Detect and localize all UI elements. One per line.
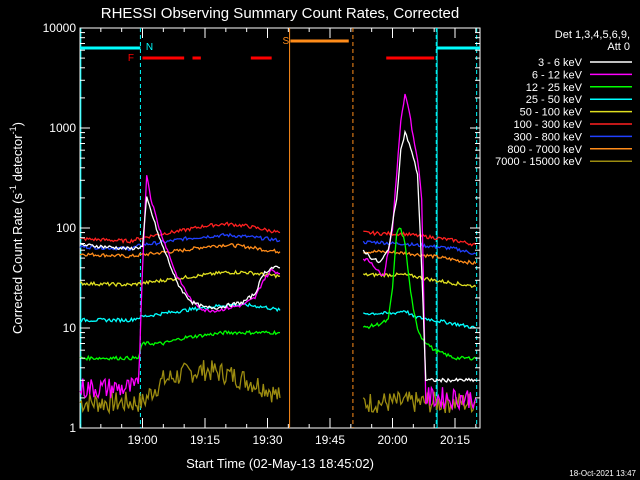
chart-title: RHESSI Observing Summary Count Rates, Co… (101, 5, 459, 22)
x-tick-label: 20:15 (440, 433, 470, 447)
y-axis-label-end: ) (10, 122, 25, 126)
y-tick-label: 10000 (43, 21, 77, 35)
legend-item-label: 300 - 800 keV (514, 131, 583, 143)
series-line (363, 249, 477, 265)
legend-item-label: 3 - 6 keV (538, 57, 583, 69)
y-axis-label-mid: detector (10, 134, 25, 185)
series-line (79, 302, 281, 324)
y-tick-label: 100 (56, 221, 76, 235)
saa-flag-label: S (283, 36, 290, 47)
legend-item-label: 50 - 100 keV (520, 107, 583, 119)
y-axis-label-sup2: -1 (8, 126, 18, 134)
y-axis-ticks: 1 10 100 1000 10000 (43, 21, 480, 435)
y-axis-label-main: Corrected Count Rate (s (10, 193, 25, 334)
series-line (79, 360, 281, 415)
x-tick-label: 19:15 (190, 433, 220, 447)
series-line (362, 240, 477, 255)
series-line (362, 227, 477, 361)
y-tick-label: 1 (69, 421, 76, 435)
x-tick-label: 19:30 (252, 433, 282, 447)
series-line (79, 175, 281, 399)
legend-item-label: 12 - 25 keV (526, 82, 583, 94)
series-line (362, 129, 476, 383)
series-line (363, 309, 477, 329)
legend-header-1: Det 1,3,4,5,6,9, (555, 29, 630, 41)
legend-header-2: Att 0 (607, 41, 630, 53)
y-tick-label: 1000 (49, 121, 76, 135)
series-line (362, 272, 477, 289)
legend-item-label: 25 - 50 keV (526, 94, 583, 106)
legend-item-label: 7000 - 15000 keV (495, 156, 583, 168)
night-flag-label: N (146, 42, 153, 53)
series-line (362, 93, 477, 412)
flare-flag-label: F (128, 53, 134, 64)
y-axis-label-sup1: -1 (8, 185, 18, 193)
x-tick-label: 19:45 (315, 433, 345, 447)
y-axis-label: Corrected Count Rate (s-1 detector-1) (8, 122, 25, 334)
series-line (362, 390, 476, 414)
x-axis-ticks: 19:00 19:15 19:30 19:45 20:00 20:15 (79, 28, 477, 447)
series-line (79, 232, 281, 252)
timestamp: 18-Oct-2021 13:47 (569, 469, 636, 478)
series-layer (79, 93, 477, 415)
x-tick-label: 20:00 (377, 433, 407, 447)
y-tick-label: 10 (63, 321, 77, 335)
legend-item-label: 6 - 12 keV (532, 69, 583, 81)
series-line (79, 196, 281, 310)
x-tick-label: 19:00 (127, 433, 157, 447)
legend-item-label: 800 - 7000 keV (507, 144, 582, 156)
x-axis-label: Start Time (02-May-13 18:45:02) (186, 456, 374, 471)
series-line (79, 221, 281, 244)
series-line (79, 329, 281, 362)
series-line (79, 242, 281, 259)
series-line (363, 230, 477, 247)
legend-item-label: 100 - 300 keV (514, 119, 583, 131)
